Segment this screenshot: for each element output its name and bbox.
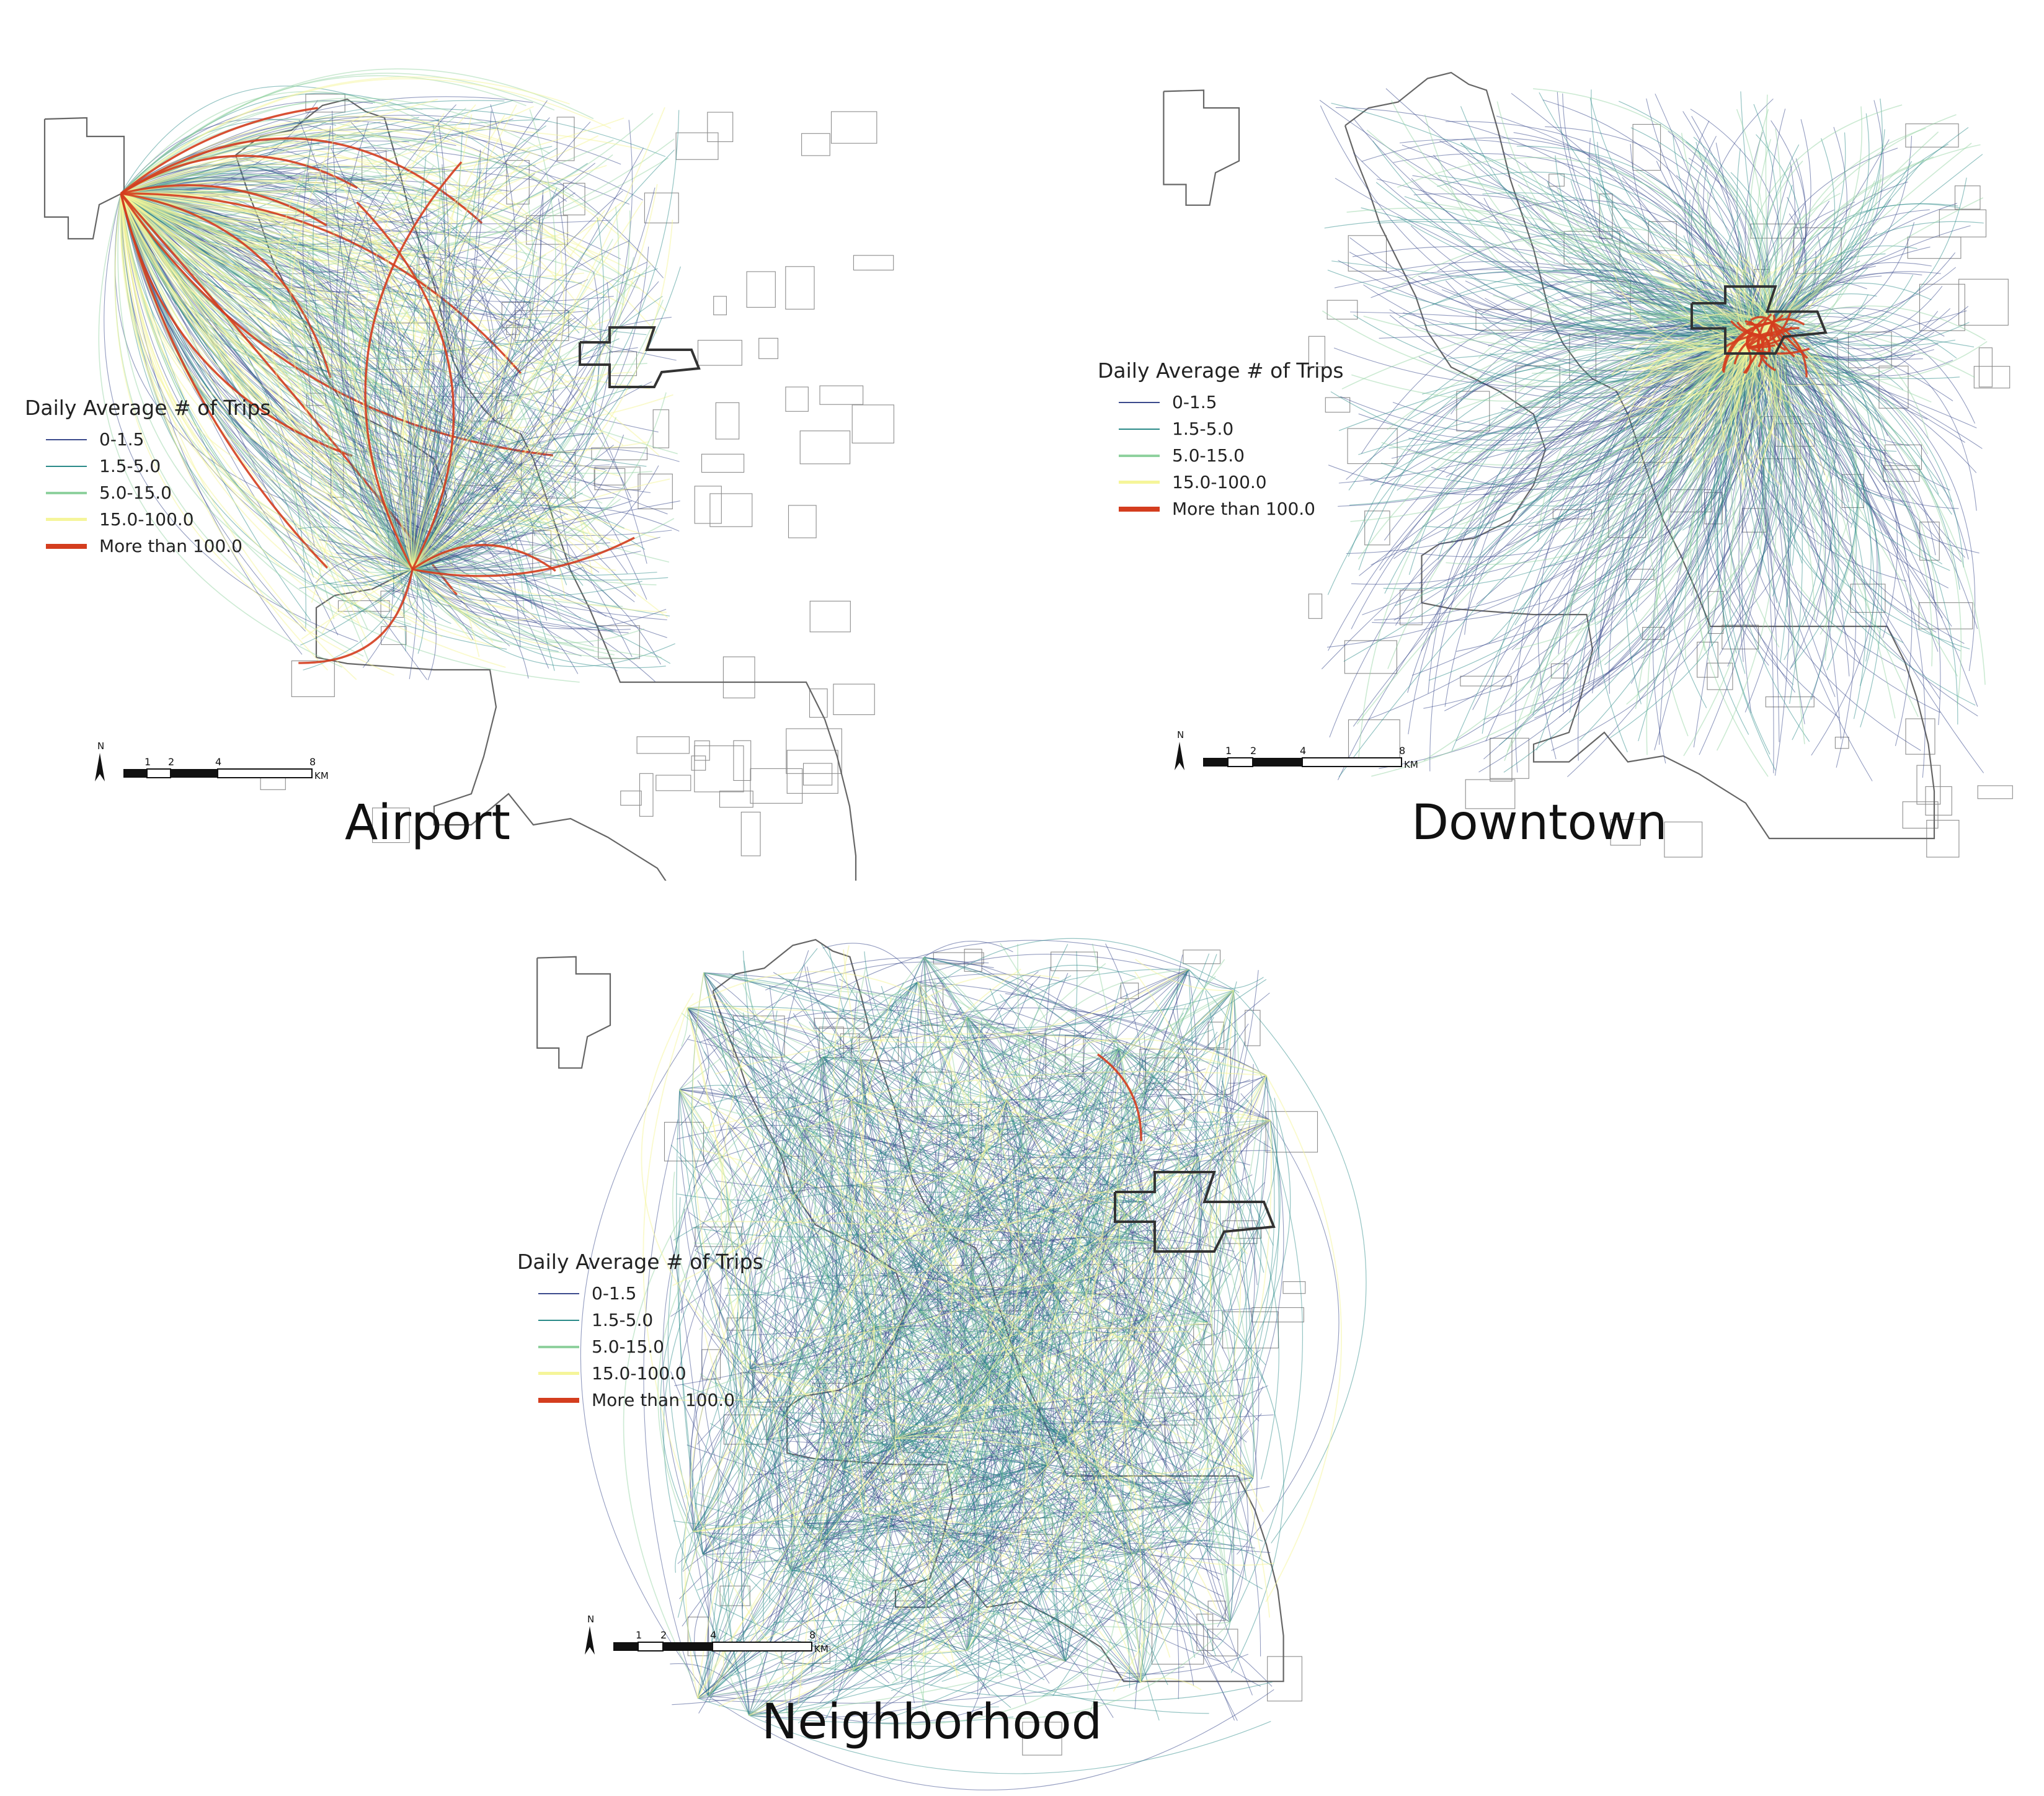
legend-label: 5.0-15.0: [99, 482, 172, 503]
north-label: N: [97, 740, 104, 752]
legend-swatch-2: [46, 491, 87, 494]
legend-swatch-2: [1119, 454, 1160, 457]
legend-item: 15.0-100.0: [517, 1360, 763, 1387]
legend-item: More than 100.0: [25, 533, 271, 559]
legend-item: 15.0-100.0: [25, 506, 271, 533]
legend-swatch-3: [46, 518, 87, 521]
downtown-scale-bar: N 1 2 4 8 KM: [1175, 729, 1418, 770]
scale-tick: 2: [660, 1629, 667, 1641]
legend-item: 0-1.5: [1098, 389, 1344, 416]
legend-swatch-1: [1119, 428, 1160, 430]
scale-tick: 1: [1225, 745, 1232, 757]
scale-tick: 1: [636, 1629, 642, 1641]
neighborhood-flow-map: [536, 938, 1367, 1790]
airport-legend: Daily Average # of Trips 0-1.5 1.5-5.0 5…: [25, 396, 271, 559]
legend-title: Daily Average # of Trips: [25, 396, 271, 420]
legend-label: 0-1.5: [99, 429, 144, 450]
downtown-core-flows: [1722, 312, 1810, 378]
scale-tick: 2: [1250, 745, 1256, 757]
legend-label: More than 100.0: [592, 1390, 735, 1410]
scale-tick: 2: [168, 756, 174, 768]
north-label: N: [1177, 729, 1184, 740]
scale-tick: 8: [1399, 745, 1405, 757]
legend-swatch-3: [1119, 481, 1160, 484]
panel-title-downtown: Downtown: [1411, 795, 1668, 851]
airport-scale-bar: N 1 2 4 8 KM: [95, 740, 329, 781]
airport-panel: Daily Average # of Trips 0-1.5 1.5-5.0 5…: [0, 0, 1022, 881]
scale-tick: 4: [710, 1629, 716, 1641]
downtown-flow-map: [1163, 71, 2013, 858]
legend-swatch-0: [46, 438, 87, 440]
legend-swatch-4: [538, 1397, 579, 1403]
legend-swatch-4: [46, 543, 87, 549]
scale-tick: 8: [309, 756, 316, 768]
scale-tick: 8: [809, 1629, 815, 1641]
legend-label: 1.5-5.0: [592, 1310, 654, 1330]
scale-tick: 1: [144, 756, 151, 768]
legend-item: 5.0-15.0: [517, 1333, 763, 1360]
legend-title: Daily Average # of Trips: [1098, 358, 1344, 383]
city-boundary: [1163, 71, 1935, 840]
legend-label: 1.5-5.0: [99, 456, 161, 476]
legend-label: More than 100.0: [99, 536, 242, 556]
neighborhood-scale-bar: N 1 2 4 8 KM: [585, 1614, 829, 1655]
panel-title-airport: Airport: [345, 795, 510, 851]
legend-item: 5.0-15.0: [25, 479, 271, 506]
downtown-legend: Daily Average # of Trips 0-1.5 1.5-5.0 5…: [1098, 358, 1344, 522]
neighborhood-panel: Daily Average # of Trips 0-1.5 1.5-5.0 5…: [484, 899, 1506, 1792]
legend-item: 1.5-5.0: [517, 1307, 763, 1333]
scale-tick: 4: [1300, 745, 1306, 757]
legend-swatch-2: [538, 1345, 579, 1348]
legend-label: 5.0-15.0: [1172, 445, 1245, 466]
scale-unit: KM: [1404, 759, 1418, 770]
legend-swatch-3: [538, 1372, 579, 1375]
legend-title: Daily Average # of Trips: [517, 1250, 763, 1274]
legend-item: 1.5-5.0: [1098, 416, 1344, 442]
north-label: N: [587, 1614, 594, 1625]
midway-flows: [270, 100, 681, 682]
scale-tick: 4: [215, 756, 221, 768]
legend-item: 0-1.5: [25, 426, 271, 453]
panel-title-neighborhood: Neighborhood: [762, 1694, 1103, 1750]
ohare-flows: [98, 68, 678, 683]
legend-label: 1.5-5.0: [1172, 419, 1234, 439]
legend-label: 0-1.5: [1172, 392, 1217, 412]
legend-swatch-0: [1119, 401, 1160, 403]
downtown-boundary: [1114, 1171, 1276, 1253]
airport-flow-map: [43, 68, 894, 881]
legend-label: 15.0-100.0: [592, 1363, 687, 1384]
north-arrow-icon: [585, 1626, 595, 1655]
legend-label: 0-1.5: [592, 1283, 637, 1304]
north-arrow-icon: [95, 753, 105, 781]
downtown-panel: Daily Average # of Trips 0-1.5 1.5-5.0 5…: [1022, 0, 2044, 881]
legend-item: More than 100.0: [1098, 496, 1344, 522]
neighborhood-legend: Daily Average # of Trips 0-1.5 1.5-5.0 5…: [517, 1250, 763, 1413]
legend-item: 15.0-100.0: [1098, 469, 1344, 496]
downtown-flows: [1319, 88, 1988, 781]
neighborhood-peak-flow: [1097, 1053, 1142, 1142]
scale-unit: KM: [314, 770, 329, 781]
scale-unit: KM: [814, 1643, 829, 1655]
legend-item: 0-1.5: [517, 1280, 763, 1307]
legend-label: More than 100.0: [1172, 499, 1315, 519]
north-arrow-icon: [1175, 742, 1184, 770]
legend-label: 15.0-100.0: [99, 509, 194, 530]
legend-label: 15.0-100.0: [1172, 472, 1267, 492]
legend-item: More than 100.0: [517, 1387, 763, 1413]
legend-label: 5.0-15.0: [592, 1336, 664, 1357]
legend-item: 5.0-15.0: [1098, 442, 1344, 469]
downtown-boundary: [579, 326, 701, 388]
downtown-boundary: [1691, 285, 1828, 355]
legend-swatch-0: [538, 1292, 579, 1294]
legend-swatch-1: [46, 465, 87, 467]
legend-item: 1.5-5.0: [25, 453, 271, 479]
legend-swatch-1: [538, 1319, 579, 1321]
legend-swatch-4: [1119, 506, 1160, 512]
neighborhood-flows: [580, 938, 1367, 1790]
